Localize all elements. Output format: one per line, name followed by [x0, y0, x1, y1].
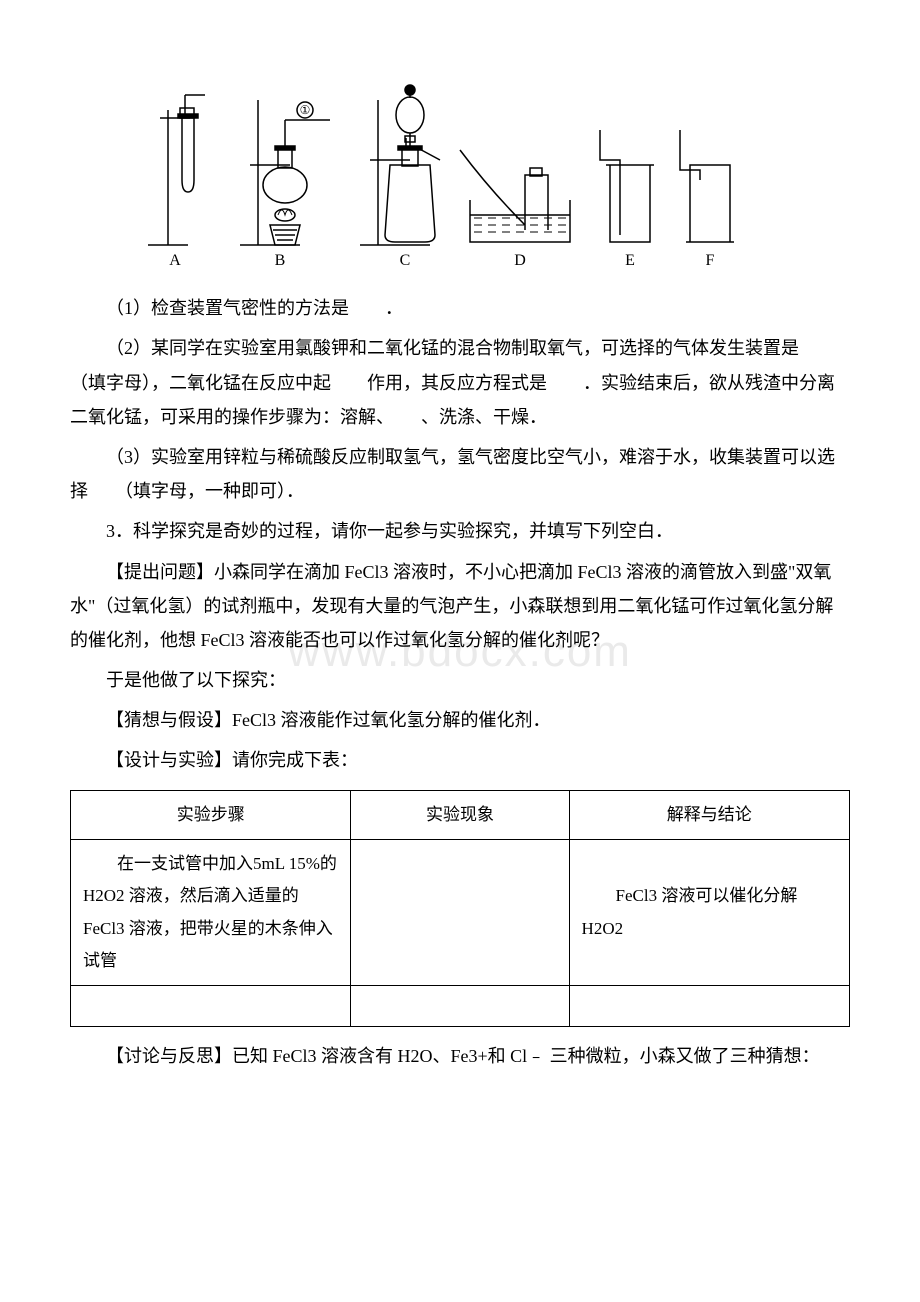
raise-question: 【提出问题】小森同学在滴加 FeCl3 溶液时，不小心把滴加 FeCl3 溶液的… [70, 555, 850, 658]
question-3: （3）实验室用锌粒与稀硫酸反应制取氢气，氢气密度比空气小，难溶于水，收集装置可以… [70, 440, 850, 508]
empty-cell [351, 986, 569, 1027]
question-intro: 3．科学探究是奇妙的过程，请你一起参与实验探究，并填写下列空白． [70, 514, 850, 548]
header-conclusion: 解释与结论 [569, 790, 849, 839]
apparatus-e [600, 130, 654, 242]
label-c: C [400, 252, 411, 269]
header-step: 实验步骤 [71, 790, 351, 839]
question-2: （2）某同学在实验室用氯酸钾和二氧化锰的混合物制取氧气，可选择的气体发生装置是 … [70, 331, 850, 434]
cell-conclusion: FeCl3 溶液可以催化分解 H2O2 [569, 839, 849, 985]
table-header-row: 实验步骤 实验现象 解释与结论 [71, 790, 850, 839]
empty-cell [569, 986, 849, 1027]
cell-step: 在一支试管中加入5mL 15%的 H2O2 溶液，然后滴入适量的 FeCl3 溶… [71, 839, 351, 985]
apparatus-b: ① [240, 100, 330, 245]
header-phenomenon: 实验现象 [351, 790, 569, 839]
hypothesis: 【猜想与假设】FeCl3 溶液能作过氧化氢分解的催化剂． [70, 703, 850, 737]
label-e: E [625, 252, 635, 269]
apparatus-c [360, 85, 440, 245]
apparatus-f [680, 130, 734, 242]
table-empty-row [71, 986, 850, 1027]
empty-cell [71, 986, 351, 1027]
label-f: F [706, 252, 715, 269]
svg-text:①: ① [300, 103, 311, 117]
apparatus-a [148, 95, 205, 245]
label-d: D [514, 252, 526, 269]
exploration-intro: 于是他做了以下探究： [70, 663, 850, 697]
label-a: A [169, 252, 181, 269]
apparatus-d [460, 150, 570, 242]
experiment-table: 实验步骤 实验现象 解释与结论 在一支试管中加入5mL 15%的 H2O2 溶液… [70, 790, 850, 1027]
design-experiment: 【设计与实验】请你完成下表： [70, 743, 850, 777]
question-1: （1）检查装置气密性的方法是 ． [70, 291, 850, 325]
apparatus-diagram: ① [130, 70, 850, 281]
chemistry-apparatus-svg: ① [130, 70, 770, 270]
discussion-reflection: 【讨论与反思】已知 FeCl3 溶液含有 H2O、Fe3+和 Cl﹣ 三种微粒，… [70, 1039, 850, 1073]
label-b: B [275, 252, 286, 269]
table-row: 在一支试管中加入5mL 15%的 H2O2 溶液，然后滴入适量的 FeCl3 溶… [71, 839, 850, 985]
cell-phenomenon [351, 839, 569, 985]
